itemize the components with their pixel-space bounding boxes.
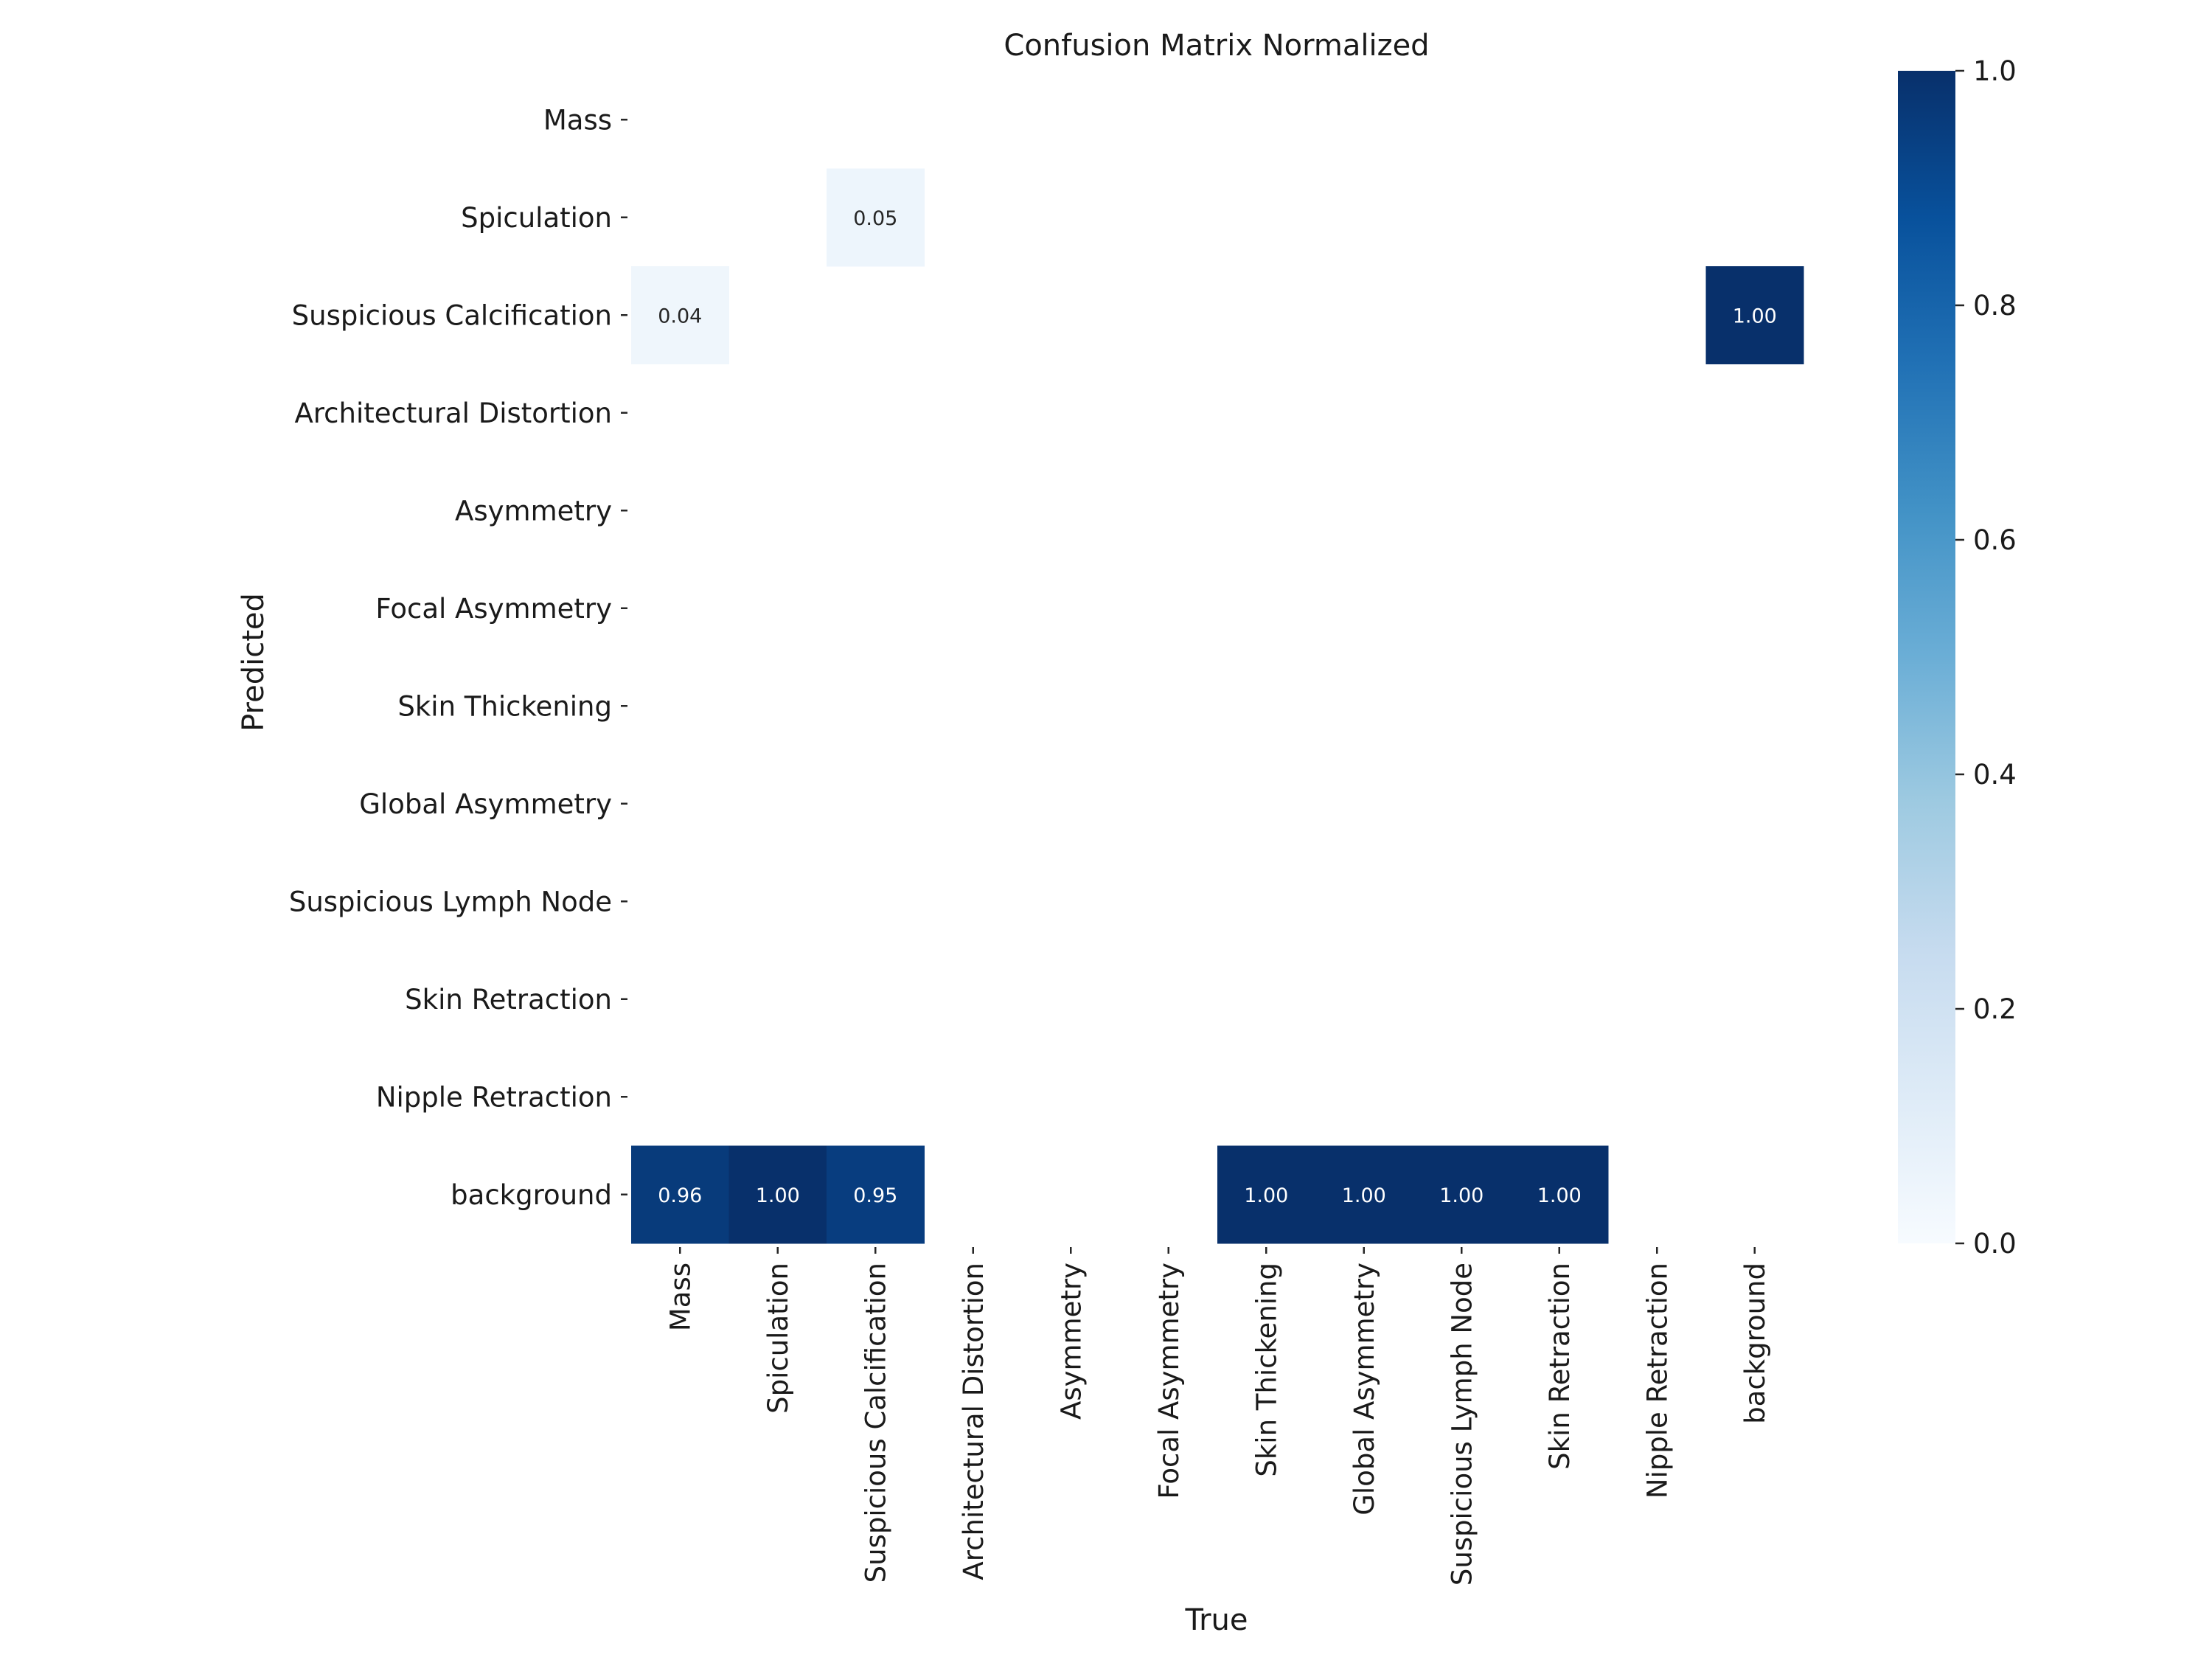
x-tick-label: Focal Asymmetry xyxy=(1153,1263,1185,1499)
colorbar-gradient xyxy=(1898,71,1955,1243)
x-tick-label: Asymmetry xyxy=(1055,1263,1087,1420)
x-axis-ticks: Mass Spiculation Suspicious Calcification A… xyxy=(664,1247,1771,1586)
heatmap-cell xyxy=(1413,1145,1511,1244)
x-tick-label: Skin Thickening xyxy=(1251,1263,1282,1477)
y-axis-ticks: Mass Spiculation Suspicious Calcification A… xyxy=(289,104,627,1211)
y-tick-label: Global Asymmetry xyxy=(359,788,612,820)
colorbar-tick-label: 0.2 xyxy=(1973,993,2017,1025)
x-tick-label: background xyxy=(1739,1263,1771,1424)
cell-value-label: 1.00 xyxy=(1537,1184,1582,1207)
cell-value-label: 0.95 xyxy=(853,1184,897,1207)
x-tick-label: Architectural Distortion xyxy=(958,1263,990,1580)
cell-value-label: 1.00 xyxy=(756,1184,800,1207)
heatmap-cell xyxy=(631,1145,729,1244)
heatmap-cell xyxy=(631,266,729,364)
heatmap-cells: 0.05 0.04 1.00 0.96 1.00 0.95 1.00 1.00 1.00 1.00 xyxy=(631,168,1804,1244)
colorbar-tick-label: 0.6 xyxy=(1973,524,2017,556)
cell-value-label: 1.00 xyxy=(1733,305,1777,327)
colorbar: 0.0 0.2 0.4 0.6 0.8 1.0 xyxy=(1898,55,2017,1260)
y-tick-label: Spiculation xyxy=(461,202,612,234)
x-tick-label: Spiculation xyxy=(762,1263,794,1414)
y-axis-label: Predicted xyxy=(237,593,271,732)
colorbar-tick-label: 1.0 xyxy=(1973,55,2017,87)
y-tick-label: Skin Retraction xyxy=(405,984,612,1015)
x-tick-label: Skin Retraction xyxy=(1544,1263,1576,1470)
chart-title: Confusion Matrix Normalized xyxy=(1004,29,1429,63)
y-tick-label: Focal Asymmetry xyxy=(375,593,612,625)
y-tick-label: Suspicious Calcification xyxy=(292,299,612,331)
y-tick-label: Architectural Distortion xyxy=(294,397,612,429)
y-tick-label: Skin Thickening xyxy=(397,690,612,722)
y-tick-label: Asymmetry xyxy=(455,495,612,527)
heatmap-cell xyxy=(728,1145,827,1244)
heatmap-cell xyxy=(827,1145,925,1244)
y-tick-label: Mass xyxy=(543,104,612,136)
y-tick-label: Suspicious Lymph Node xyxy=(289,886,612,917)
heatmap-cell xyxy=(1510,1145,1609,1244)
heatmap-cell xyxy=(1315,1145,1413,1244)
x-tick-label: Global Asymmetry xyxy=(1349,1263,1380,1516)
cell-value-label: 0.04 xyxy=(658,305,702,327)
cell-value-label: 1.00 xyxy=(1439,1184,1484,1207)
heatmap-cell xyxy=(827,168,925,267)
y-tick-label: background xyxy=(451,1179,612,1211)
x-tick-label: Nipple Retraction xyxy=(1641,1263,1673,1499)
colorbar-tick-label: 0.4 xyxy=(1973,759,2017,791)
cell-value-label: 0.05 xyxy=(853,207,897,230)
x-axis-label: True xyxy=(1185,1603,1248,1637)
y-tick-label: Nipple Retraction xyxy=(376,1081,612,1113)
cell-value-label: 1.00 xyxy=(1342,1184,1386,1207)
cell-value-label: 0.96 xyxy=(658,1184,702,1207)
x-tick-label: Suspicious Calcification xyxy=(860,1263,891,1583)
x-tick-label: Suspicious Lymph Node xyxy=(1446,1263,1478,1586)
x-tick-label: Mass xyxy=(664,1263,696,1331)
heatmap-cell xyxy=(1217,1145,1315,1244)
heatmap-cell xyxy=(1705,266,1804,364)
colorbar-tick-label: 0.8 xyxy=(1973,290,2017,322)
colorbar-tick-label: 0.0 xyxy=(1973,1228,2017,1260)
cell-value-label: 1.00 xyxy=(1244,1184,1288,1207)
